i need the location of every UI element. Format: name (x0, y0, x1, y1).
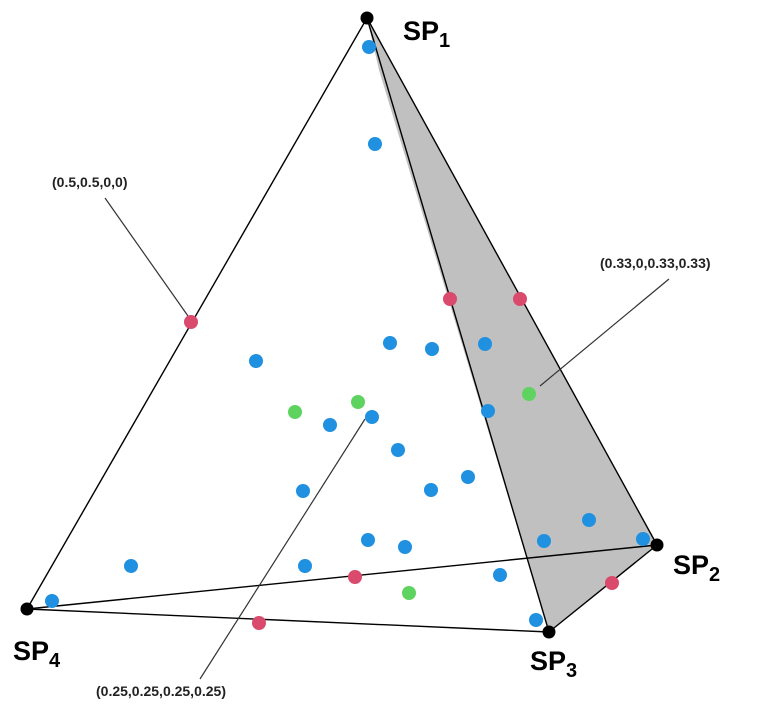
leader-edge-midpoint (104, 197, 189, 317)
interior-point-18 (398, 540, 412, 554)
interior-point-5 (425, 342, 439, 356)
edge-sp2-sp3 (548, 544, 658, 633)
interior-point-3 (249, 354, 263, 368)
vertex-label-sp1-name: SP (403, 16, 439, 46)
interior-point-13 (461, 470, 475, 484)
vertex-label-sp4-name: SP (13, 636, 49, 666)
edge-point-5 (605, 576, 619, 590)
annotation-face-centroid: (0.33,0,0.33,0.33) (600, 255, 711, 271)
shaded-face-sp1-sp2-sp3 (367, 18, 657, 632)
centroid-points (288, 387, 536, 600)
interior-point-4 (383, 336, 397, 350)
interior-point-23 (45, 594, 59, 608)
vertex-label-sp1: SP1 (403, 16, 450, 52)
edge-sp1-sp4 (26, 17, 368, 610)
vertex-sp4 (20, 602, 34, 616)
tetrahedron-edges (26, 17, 658, 633)
interior-point-1 (362, 40, 376, 54)
vertex-label-sp4-subscript: 4 (49, 650, 61, 672)
vertex-label-sp3-subscript: 3 (566, 660, 577, 682)
edge-sp4-sp3 (26, 608, 550, 633)
interior-point-19 (124, 559, 138, 573)
annotation-leaders (104, 197, 670, 680)
edge-point-1 (184, 315, 198, 329)
interior-point-16 (636, 532, 650, 546)
edge-sp1-sp3 (366, 17, 550, 633)
interior-point-10 (481, 404, 495, 418)
interior-point-22 (529, 613, 543, 627)
interior-points (45, 40, 650, 627)
leader-body-centroid (199, 418, 366, 680)
interior-point-17 (361, 533, 375, 547)
vertex-label-sp2-subscript: 2 (709, 564, 720, 586)
edge-point-4 (348, 570, 362, 584)
centroid-point-2 (351, 395, 365, 409)
edge-points (184, 292, 619, 630)
leader-face-centroid (539, 278, 670, 387)
vertex-label-sp2-name: SP (673, 550, 709, 580)
centroid-point-1 (288, 405, 302, 419)
interior-point-11 (296, 484, 310, 498)
edge-point-2 (443, 292, 457, 306)
vertex-label-sp4: SP4 (13, 636, 61, 672)
edge-point-6 (252, 616, 266, 630)
vertex-sp1 (360, 11, 374, 25)
vertex-label-sp3: SP3 (530, 646, 577, 682)
centroid-point-3 (522, 387, 536, 401)
interior-point-20 (298, 559, 312, 573)
vertex-label-sp3-name: SP (530, 646, 566, 676)
vertex-sp2 (650, 538, 664, 552)
interior-point-7 (365, 410, 379, 424)
annotation-body-centroid: (0.25,0.25,0.25,0.25) (96, 683, 226, 699)
interior-point-21 (493, 568, 507, 582)
vertex-markers (20, 11, 664, 639)
vertex-sp3 (542, 625, 556, 639)
interior-point-12 (424, 483, 438, 497)
edge-sp1-sp2 (366, 17, 658, 546)
centroid-point-4 (402, 586, 416, 600)
interior-point-6 (478, 337, 492, 351)
edge-sp4-sp2 (26, 544, 658, 610)
edge-point-3 (513, 292, 527, 306)
interior-point-8 (323, 418, 337, 432)
interior-point-2 (368, 137, 382, 151)
interior-point-14 (582, 513, 596, 527)
interior-point-9 (391, 443, 405, 457)
annotation-edge-midpoint: (0.5,0.5,0,0) (52, 174, 128, 190)
interior-point-15 (537, 534, 551, 548)
vertex-label-sp2: SP2 (673, 550, 720, 586)
vertex-label-sp1-subscript: 1 (439, 30, 450, 52)
